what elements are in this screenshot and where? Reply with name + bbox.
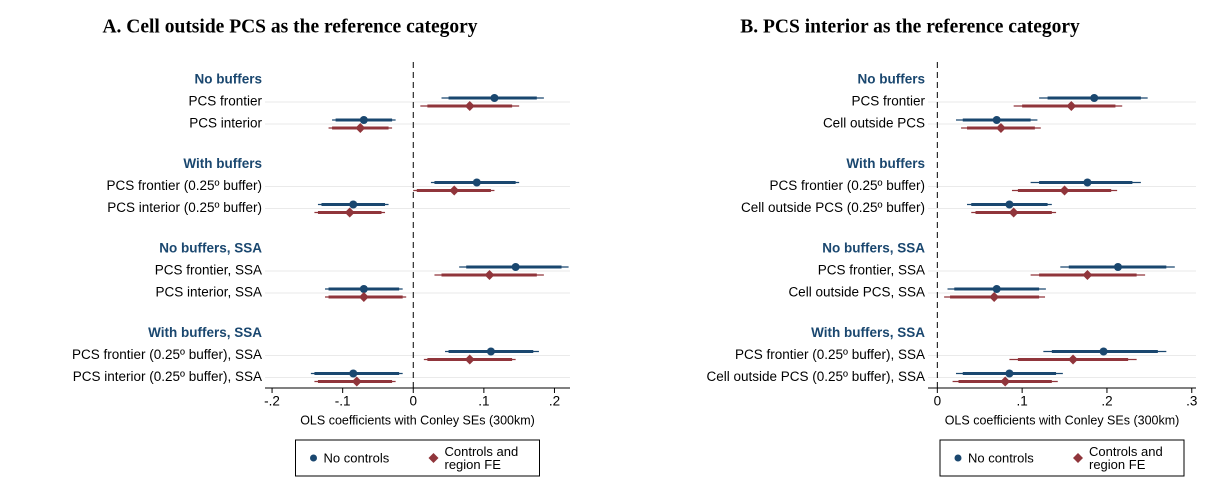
y-tick-label: PCS interior, SSA	[155, 285, 262, 300]
x-axis-title: OLS coefficients with Conley SEs (300km)	[300, 413, 535, 427]
y-tick-label: PCS frontier, SSA	[818, 263, 925, 278]
legend-marker	[310, 454, 317, 462]
legend-label: Controls and region FE	[1089, 444, 1163, 472]
point-estimate	[449, 185, 460, 196]
x-tick-label: .1	[1017, 394, 1028, 409]
point-estimate	[351, 376, 362, 387]
point-estimate	[359, 285, 368, 293]
y-tick-label: PCS frontier (0.25º buffer), SSA	[735, 347, 925, 362]
point-estimate	[1083, 178, 1092, 187]
point-estimate	[349, 369, 358, 378]
point-estimate	[344, 207, 355, 218]
legend-label: Controls and region FE	[444, 444, 519, 472]
chart-title: B. PCS interior as the reference categor…	[740, 16, 1080, 37]
point-estimate	[992, 285, 1001, 293]
y-tick-label: PCS interior	[189, 116, 262, 131]
group-label: No buffers, SSA	[822, 241, 925, 256]
point-estimate	[1113, 263, 1122, 271]
legend-label: No controls	[968, 450, 1034, 465]
point-estimate	[472, 178, 481, 187]
point-estimate	[1000, 376, 1011, 387]
legend-label: No controls	[324, 450, 390, 465]
y-tick-label: PCS frontier	[188, 94, 262, 109]
point-estimate	[490, 94, 499, 102]
point-estimate	[464, 101, 475, 111]
point-estimate	[989, 292, 1000, 302]
legend-box	[939, 439, 1185, 477]
group-label: With buffers	[183, 156, 262, 171]
x-tick-label: .2	[1101, 394, 1112, 409]
x-tick-label: -.2	[264, 394, 280, 409]
point-estimate	[1005, 200, 1014, 209]
point-estimate	[359, 116, 368, 124]
y-tick-label: PCS frontier	[851, 94, 925, 109]
point-estimate	[358, 292, 369, 302]
x-tick-label: .1	[478, 394, 489, 409]
point-estimate	[992, 116, 1001, 124]
y-tick-label: Cell outside PCS	[823, 116, 925, 131]
point-estimate	[464, 354, 475, 365]
x-tick-label: .2	[549, 394, 560, 409]
point-estimate	[995, 123, 1006, 133]
y-tick-label: PCS frontier (0.25º buffer)	[106, 178, 262, 193]
point-estimate	[486, 347, 495, 356]
legend-box	[295, 439, 540, 477]
x-tick-label: .3	[1186, 394, 1197, 409]
legend-marker	[428, 453, 439, 463]
y-tick-label: Cell outside PCS (0.25º buffer), SSA	[706, 369, 925, 384]
x-tick-label: -.1	[335, 394, 351, 409]
point-estimate	[1068, 354, 1079, 365]
y-tick-label: PCS frontier (0.25º buffer), SSA	[72, 347, 262, 362]
y-tick-label: Cell outside PCS, SSA	[788, 285, 925, 300]
x-tick-label: 0	[410, 394, 418, 409]
chart-title: A. Cell outside PCS as the reference cat…	[102, 16, 477, 37]
point-estimate	[1008, 207, 1019, 218]
y-tick-label: PCS frontier (0.25º buffer)	[769, 178, 925, 193]
point-estimate	[1066, 101, 1077, 111]
y-tick-label: Cell outside PCS (0.25º buffer)	[741, 200, 925, 215]
y-tick-label: PCS interior (0.25º buffer)	[107, 200, 262, 215]
x-tick-label: 0	[934, 394, 942, 409]
legend-marker	[954, 454, 962, 462]
point-estimate	[1082, 270, 1093, 280]
group-label: With buffers	[846, 156, 925, 171]
point-estimate	[355, 123, 366, 133]
point-estimate	[349, 200, 358, 209]
point-estimate	[1005, 369, 1014, 378]
group-label: No buffers	[195, 72, 263, 87]
legend-marker	[1073, 453, 1083, 463]
x-axis-title: OLS coefficients with Conley SEs (300km)	[945, 413, 1180, 427]
y-tick-label: PCS interior (0.25º buffer), SSA	[73, 369, 262, 384]
group-label: No buffers, SSA	[159, 241, 262, 256]
group-label: No buffers	[858, 72, 926, 87]
point-estimate	[484, 270, 495, 280]
point-estimate	[1059, 185, 1070, 196]
group-label: With buffers, SSA	[811, 325, 925, 340]
point-estimate	[1099, 347, 1108, 356]
point-estimate	[1090, 94, 1099, 102]
group-label: With buffers, SSA	[148, 325, 262, 340]
point-estimate	[511, 263, 520, 271]
y-tick-label: PCS frontier, SSA	[155, 263, 262, 278]
